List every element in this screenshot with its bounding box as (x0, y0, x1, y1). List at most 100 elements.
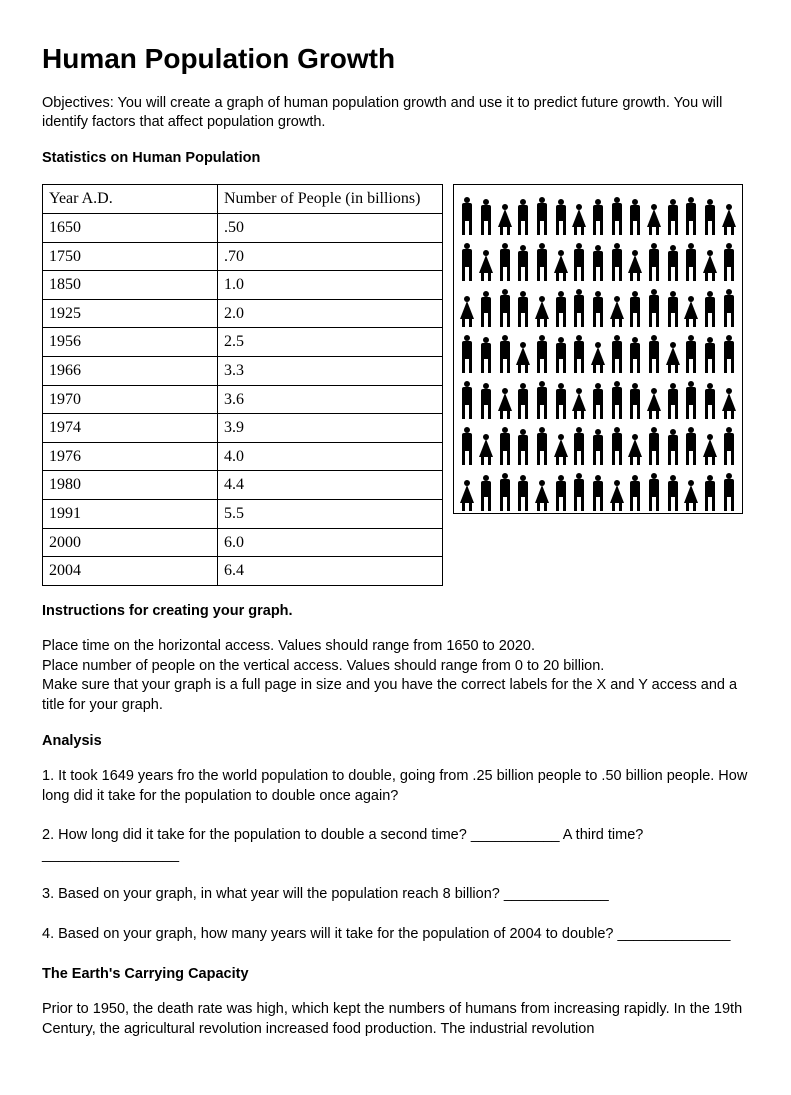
cell-value: 5.5 (218, 500, 443, 529)
person-silhouette (647, 204, 661, 235)
silhouette-row (458, 375, 738, 419)
person-silhouette (460, 197, 474, 235)
person-silhouette (572, 473, 586, 511)
person-silhouette (703, 250, 717, 281)
analysis-heading: Analysis (42, 732, 749, 752)
carrying-capacity-heading: The Earth's Carrying Capacity (42, 965, 749, 985)
person-silhouette (554, 291, 568, 327)
person-silhouette (479, 250, 493, 281)
table-header-row: Year A.D. Number of People (in billions) (43, 185, 443, 214)
person-silhouette (516, 291, 530, 327)
person-silhouette (554, 434, 568, 465)
person-silhouette (554, 250, 568, 281)
silhouette-row (458, 421, 738, 465)
table-header-year: Year A.D. (43, 185, 218, 214)
person-silhouette (479, 337, 493, 373)
person-silhouette (722, 427, 736, 465)
person-silhouette (498, 204, 512, 235)
cell-value: .50 (218, 214, 443, 243)
cell-value: 2.0 (218, 299, 443, 328)
person-silhouette (591, 245, 605, 281)
person-silhouette (535, 197, 549, 235)
person-silhouette (591, 342, 605, 373)
table-row: 20046.4 (43, 557, 443, 586)
person-silhouette (554, 337, 568, 373)
instruction-line: Place time on the horizontal access. Val… (42, 638, 535, 654)
person-silhouette (535, 296, 549, 327)
instructions-text: Place time on the horizontal access. Val… (42, 637, 749, 715)
person-silhouette (572, 427, 586, 465)
table-row: 18501.0 (43, 271, 443, 300)
person-silhouette (479, 434, 493, 465)
person-silhouette (460, 427, 474, 465)
instruction-line: Make sure that your graph is a full page… (42, 677, 737, 713)
table-row: 1750.70 (43, 242, 443, 271)
table-header-people: Number of People (in billions) (218, 185, 443, 214)
person-silhouette (647, 243, 661, 281)
person-silhouette (722, 473, 736, 511)
person-silhouette (610, 381, 624, 419)
table-row: 19663.3 (43, 357, 443, 386)
person-silhouette (722, 388, 736, 419)
person-silhouette (628, 434, 642, 465)
person-silhouette (460, 296, 474, 327)
person-silhouette (722, 289, 736, 327)
person-silhouette (554, 475, 568, 511)
person-silhouette (610, 296, 624, 327)
person-silhouette (722, 204, 736, 235)
table-row: 20006.0 (43, 528, 443, 557)
question-4: 4. Based on your graph, how many years w… (42, 925, 749, 945)
person-silhouette (498, 335, 512, 373)
person-silhouette (647, 388, 661, 419)
person-silhouette (610, 197, 624, 235)
person-silhouette (703, 291, 717, 327)
person-silhouette (535, 243, 549, 281)
carrying-capacity-text: Prior to 1950, the death rate was high, … (42, 1000, 749, 1039)
person-silhouette (684, 296, 698, 327)
stats-heading: Statistics on Human Population (42, 149, 749, 169)
person-silhouette (516, 199, 530, 235)
person-silhouette (703, 383, 717, 419)
silhouette-row (458, 329, 738, 373)
silhouette-row (458, 191, 738, 235)
person-silhouette (460, 480, 474, 511)
table-row: 19562.5 (43, 328, 443, 357)
cell-value: 6.4 (218, 557, 443, 586)
person-silhouette (516, 245, 530, 281)
cell-year: 2000 (43, 528, 218, 557)
person-silhouette (684, 381, 698, 419)
person-silhouette (628, 291, 642, 327)
cell-year: 1650 (43, 214, 218, 243)
cell-year: 1966 (43, 357, 218, 386)
person-silhouette (684, 335, 698, 373)
table-row: 19764.0 (43, 442, 443, 471)
person-silhouette (591, 291, 605, 327)
person-silhouette (610, 480, 624, 511)
person-silhouette (684, 480, 698, 511)
cell-year: 1956 (43, 328, 218, 357)
silhouette-row (458, 283, 738, 327)
person-silhouette (647, 335, 661, 373)
person-silhouette (535, 427, 549, 465)
person-silhouette (610, 427, 624, 465)
person-silhouette (460, 381, 474, 419)
cell-value: 1.0 (218, 271, 443, 300)
table-row: 19252.0 (43, 299, 443, 328)
person-silhouette (722, 335, 736, 373)
table-row: 19743.9 (43, 414, 443, 443)
objectives-text: Objectives: You will create a graph of h… (42, 94, 749, 133)
cell-value: 4.4 (218, 471, 443, 500)
cell-value: 3.9 (218, 414, 443, 443)
person-silhouette (684, 427, 698, 465)
cell-year: 1976 (43, 442, 218, 471)
person-silhouette (628, 250, 642, 281)
table-row: 19915.5 (43, 500, 443, 529)
person-silhouette (591, 475, 605, 511)
person-silhouette (516, 475, 530, 511)
person-silhouette (460, 243, 474, 281)
person-silhouette (554, 199, 568, 235)
person-silhouette (479, 383, 493, 419)
person-silhouette (591, 199, 605, 235)
person-silhouette (572, 243, 586, 281)
person-silhouette (666, 429, 680, 465)
